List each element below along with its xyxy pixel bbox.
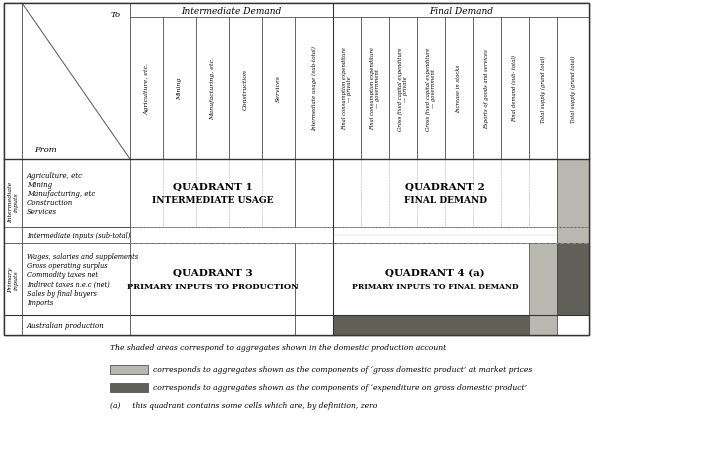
Bar [4, 244, 22, 315]
Text: Intermediate usage (sub-total): Intermediate usage (sub-total) [312, 46, 317, 131]
Text: To: To [111, 11, 121, 19]
Text: Services: Services [276, 75, 281, 102]
Bar [229, 18, 262, 160]
Text: Gross fixed capital expenditure
— government: Gross fixed capital expenditure — govern… [425, 47, 437, 130]
Text: Final consumption expenditure
— private: Final consumption expenditure — private [342, 47, 352, 130]
Bar [529, 315, 557, 335]
Text: Wages, salaries and supplements
Gross operating surplus
Commodity taxes net
Indi: Wages, salaries and supplements Gross op… [27, 253, 138, 306]
Text: Intermediate Demand: Intermediate Demand [181, 6, 282, 15]
Bar [4, 315, 22, 335]
Text: PRIMARY INPUTS TO FINAL DEMAND: PRIMARY INPUTS TO FINAL DEMAND [351, 282, 518, 290]
Bar [361, 18, 389, 160]
Text: Final consumption expenditure
— government: Final consumption expenditure — governme… [370, 47, 381, 130]
Text: FINAL DEMAND: FINAL DEMAND [403, 196, 486, 205]
Bar [333, 227, 557, 244]
Bar [22, 227, 130, 244]
Bar [130, 244, 295, 315]
Text: Final demand (sub- total): Final demand (sub- total) [513, 55, 518, 122]
Text: INTERMEDIATE USAGE: INTERMEDIATE USAGE [152, 196, 273, 205]
Bar [529, 244, 557, 315]
Bar [4, 4, 589, 335]
Bar [163, 18, 196, 160]
Text: QUADRANT 3: QUADRANT 3 [173, 268, 252, 277]
Bar [333, 315, 529, 335]
Text: QUADRANT 4 (a): QUADRANT 4 (a) [386, 268, 485, 277]
Text: QUADRANT 2: QUADRANT 2 [405, 182, 485, 191]
Bar [557, 18, 589, 160]
Bar [4, 4, 589, 335]
Bar [130, 315, 295, 335]
Text: PRIMARY INPUTS TO PRODUCTION: PRIMARY INPUTS TO PRODUCTION [126, 282, 298, 290]
Text: Primary
inputs: Primary inputs [8, 267, 18, 292]
Bar [22, 315, 130, 335]
Bar [295, 315, 333, 335]
Bar [417, 18, 445, 160]
Bar [130, 18, 163, 160]
Bar [333, 4, 589, 18]
Text: Mining: Mining [177, 78, 182, 100]
Text: Intermediate
inputs: Intermediate inputs [8, 181, 18, 222]
Text: Final Demand: Final Demand [429, 6, 493, 15]
Bar [22, 244, 130, 315]
Text: Australian production: Australian production [27, 321, 105, 329]
Bar [333, 18, 361, 160]
Bar [295, 18, 333, 160]
Bar [262, 18, 295, 160]
Bar [130, 160, 295, 227]
Bar [473, 18, 501, 160]
Bar [295, 160, 333, 227]
Bar [557, 244, 589, 315]
Bar [333, 244, 557, 315]
Text: Agriculture, etc
Mining
Manufacturing, etc
Construction
Services: Agriculture, etc Mining Manufacturing, e… [27, 171, 95, 216]
Bar [110, 383, 148, 392]
Bar [501, 18, 529, 160]
Bar [557, 315, 589, 335]
Text: The shaded areas correspond to aggregates shown in the domestic production accou: The shaded areas correspond to aggregate… [110, 343, 447, 351]
Bar [196, 18, 229, 160]
Text: Manufacturing, etc.: Manufacturing, etc. [210, 57, 215, 120]
Bar [22, 160, 130, 227]
Text: From: From [35, 146, 58, 154]
Bar [295, 244, 333, 315]
Text: corresponds to aggregates shown as the components of ‘gross domestic product’ at: corresponds to aggregates shown as the c… [153, 366, 532, 374]
Bar [110, 365, 148, 374]
Text: Total supply (grand total): Total supply (grand total) [570, 55, 576, 122]
Bar [445, 18, 473, 160]
Text: Increase in stocks: Increase in stocks [457, 65, 462, 113]
Bar [389, 18, 417, 160]
Text: Construction: Construction [243, 69, 248, 109]
Bar [4, 4, 22, 160]
Bar [22, 4, 130, 160]
Bar [130, 4, 333, 18]
Text: Gross fixed capital expenditure
— private: Gross fixed capital expenditure — privat… [398, 47, 408, 130]
Bar [130, 227, 333, 244]
Text: QUADRANT 1: QUADRANT 1 [173, 182, 252, 191]
Text: corresponds to aggregates shown as the components of ‘expenditure on gross domes: corresponds to aggregates shown as the c… [153, 384, 527, 391]
Bar [557, 227, 589, 244]
Bar [529, 18, 557, 160]
Text: Intermediate inputs (sub-total): Intermediate inputs (sub-total) [27, 231, 131, 239]
Text: Agriculture, etc.: Agriculture, etc. [144, 63, 149, 115]
Text: Total supply (grand total): Total supply (grand total) [540, 55, 545, 122]
Text: Exports of goods and services: Exports of goods and services [484, 49, 489, 129]
Text: (a)     this quadrant contains some cells which are, by definition, zero: (a) this quadrant contains some cells wh… [110, 401, 378, 410]
Bar [333, 160, 557, 227]
Bar [4, 160, 22, 244]
Bar [557, 160, 589, 227]
